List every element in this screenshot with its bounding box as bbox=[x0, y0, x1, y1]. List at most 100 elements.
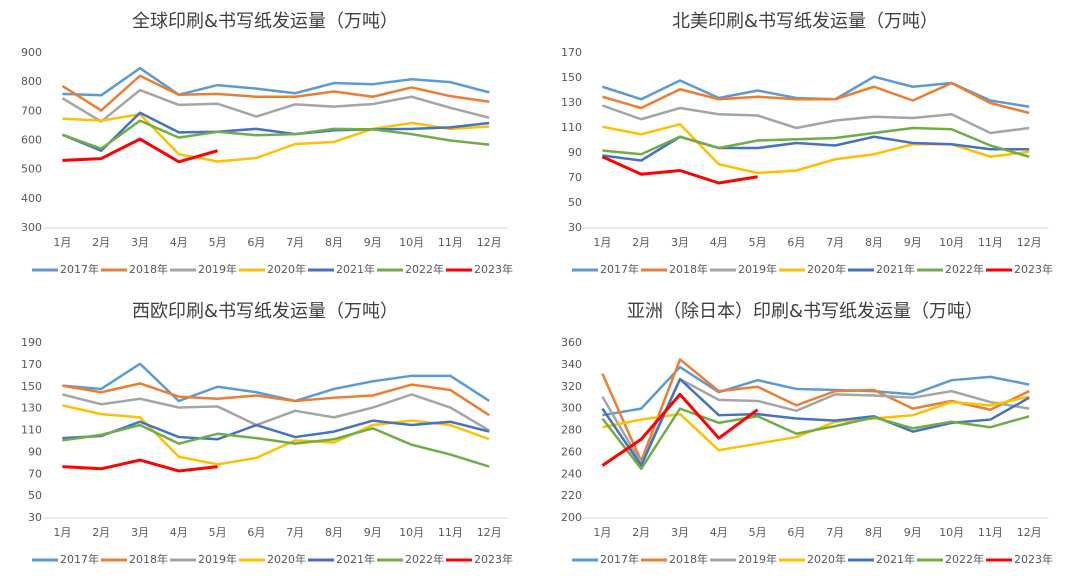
legend-label: 2018年 bbox=[129, 552, 168, 566]
x-tick-label: 1月 bbox=[593, 526, 611, 539]
x-tick-label: 9月 bbox=[364, 526, 382, 539]
y-tick-label: 50 bbox=[28, 489, 42, 502]
y-tick-label: 280 bbox=[561, 424, 582, 437]
series-line bbox=[62, 419, 490, 441]
y-tick-label: 260 bbox=[561, 445, 582, 458]
x-tick-label: 11月 bbox=[438, 526, 463, 539]
chart-title: 西欧印刷&书写纸发运量（万吨） bbox=[132, 301, 398, 322]
x-tick-label: 5月 bbox=[209, 236, 227, 249]
y-tick-label: 500 bbox=[21, 163, 42, 176]
x-tick-label: 5月 bbox=[749, 526, 767, 539]
legend-label: 2023年 bbox=[1014, 552, 1053, 566]
legend-label: 2020年 bbox=[807, 262, 846, 276]
y-tick-label: 700 bbox=[21, 104, 42, 117]
series-line bbox=[61, 88, 490, 123]
x-tick-label: 12月 bbox=[477, 526, 502, 539]
chart-title: 全球印刷&书写纸发运量（万吨） bbox=[132, 11, 398, 32]
x-tick-label: 5月 bbox=[749, 236, 767, 249]
series-line bbox=[602, 75, 1030, 108]
y-tick-label: 360 bbox=[561, 336, 582, 349]
y-tick-label: 110 bbox=[21, 424, 42, 437]
x-tick-label: 9月 bbox=[904, 526, 922, 539]
series-line bbox=[62, 458, 218, 473]
legend-label: 2019年 bbox=[738, 552, 777, 566]
y-tick-label: 190 bbox=[21, 336, 42, 349]
x-tick-label: 12月 bbox=[1017, 236, 1042, 249]
y-tick-label: 70 bbox=[568, 171, 582, 184]
x-tick-label: 1月 bbox=[53, 236, 71, 249]
y-tick-label: 50 bbox=[568, 196, 582, 209]
y-tick-label: 170 bbox=[561, 46, 582, 59]
x-tick-label: 2月 bbox=[632, 526, 650, 539]
legend-label: 2022年 bbox=[945, 552, 984, 566]
legend-label: 2019年 bbox=[198, 262, 237, 276]
legend-label: 2017年 bbox=[60, 262, 99, 276]
legend-label: 2017年 bbox=[600, 552, 639, 566]
series-line bbox=[601, 392, 759, 467]
x-tick-label: 12月 bbox=[1017, 526, 1042, 539]
y-tick-label: 30 bbox=[568, 221, 582, 234]
x-tick-label: 2月 bbox=[92, 236, 110, 249]
x-tick-label: 4月 bbox=[710, 526, 728, 539]
y-tick-label: 800 bbox=[21, 75, 42, 88]
series-line bbox=[62, 362, 490, 403]
legend-label: 2017年 bbox=[60, 552, 99, 566]
x-tick-label: 7月 bbox=[826, 526, 844, 539]
legend-label: 2020年 bbox=[807, 552, 846, 566]
x-tick-label: 4月 bbox=[170, 236, 188, 249]
x-tick-label: 7月 bbox=[286, 526, 304, 539]
series-line bbox=[602, 81, 1030, 115]
legend-label: 2023年 bbox=[474, 552, 513, 566]
legend-label: 2021年 bbox=[876, 262, 915, 276]
series-line bbox=[61, 111, 490, 152]
y-tick-label: 150 bbox=[21, 380, 42, 393]
y-tick-label: 30 bbox=[28, 511, 42, 524]
series-line bbox=[601, 104, 1030, 135]
series-line bbox=[61, 119, 490, 150]
x-tick-label: 3月 bbox=[671, 526, 689, 539]
x-tick-label: 4月 bbox=[710, 236, 728, 249]
legend-label: 2021年 bbox=[336, 552, 375, 566]
legend-label: 2022年 bbox=[405, 262, 444, 276]
y-tick-label: 300 bbox=[561, 402, 582, 415]
x-tick-label: 6月 bbox=[787, 236, 805, 249]
chart-title: 亚洲（除日本）印刷&书写纸发运量（万吨） bbox=[627, 301, 983, 322]
x-tick-label: 3月 bbox=[131, 526, 149, 539]
x-tick-label: 1月 bbox=[593, 236, 611, 249]
legend-label: 2019年 bbox=[198, 552, 237, 566]
y-tick-label: 400 bbox=[21, 192, 42, 205]
legend-label: 2018年 bbox=[669, 262, 708, 276]
x-tick-label: 11月 bbox=[438, 236, 463, 249]
legend-label: 2018年 bbox=[129, 262, 168, 276]
x-tick-label: 4月 bbox=[170, 526, 188, 539]
x-tick-label: 12月 bbox=[477, 236, 502, 249]
y-tick-label: 170 bbox=[21, 358, 42, 371]
x-tick-label: 7月 bbox=[826, 236, 844, 249]
legend-label: 2018年 bbox=[669, 552, 708, 566]
series-line bbox=[601, 155, 758, 185]
series-line bbox=[62, 393, 490, 432]
x-tick-label: 6月 bbox=[787, 526, 805, 539]
x-tick-label: 8月 bbox=[865, 236, 883, 249]
legend-label: 2020年 bbox=[267, 552, 306, 566]
x-tick-label: 10月 bbox=[399, 236, 424, 249]
x-tick-label: 5月 bbox=[209, 526, 227, 539]
x-tick-label: 8月 bbox=[865, 526, 883, 539]
x-tick-label: 6月 bbox=[247, 526, 265, 539]
x-tick-label: 6月 bbox=[247, 236, 265, 249]
series-line bbox=[62, 66, 490, 97]
y-tick-label: 70 bbox=[28, 467, 42, 480]
series-line bbox=[62, 382, 490, 417]
x-tick-label: 8月 bbox=[325, 236, 343, 249]
chart-title: 北美印刷&书写纸发运量（万吨） bbox=[672, 11, 938, 32]
x-tick-label: 9月 bbox=[904, 236, 922, 249]
y-tick-label: 110 bbox=[561, 121, 582, 134]
x-tick-label: 3月 bbox=[671, 236, 689, 249]
y-tick-label: 320 bbox=[561, 380, 582, 393]
series-line bbox=[62, 423, 490, 468]
legend-label: 2017年 bbox=[600, 262, 639, 276]
x-tick-label: 11月 bbox=[978, 526, 1003, 539]
series-line bbox=[602, 123, 1030, 175]
y-tick-label: 600 bbox=[21, 134, 42, 147]
